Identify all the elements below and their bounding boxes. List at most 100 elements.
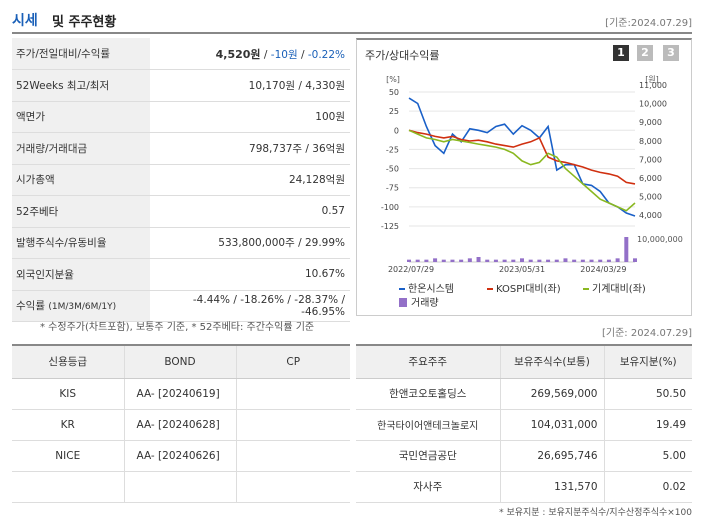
bond-cell: AA- [20240626] bbox=[123, 440, 236, 472]
separator: / bbox=[300, 48, 305, 61]
x-axis: 2022/07/29 2023/05/31 2024/03/29 bbox=[388, 265, 626, 274]
holder-shares: 26,695,746 bbox=[499, 440, 604, 472]
right-tick-label: 6,000 bbox=[639, 174, 662, 183]
legend-swatch-2 bbox=[487, 288, 493, 290]
right-tick-label: 10,000 bbox=[639, 100, 667, 109]
right-tick-label: 11,000 bbox=[639, 81, 667, 90]
volume-bar bbox=[537, 259, 542, 262]
column-header: 신용등급 bbox=[12, 345, 124, 379]
volume-bar bbox=[546, 259, 551, 262]
credit-table: 신용등급 BOND CP KIS AA- [20240619] KR AA- [20… bbox=[12, 344, 350, 503]
table-row: KR AA- [20240628] bbox=[12, 409, 350, 441]
volume-bar bbox=[624, 237, 629, 262]
returns-label: 수익률 bbox=[16, 300, 45, 313]
holder-name: 한앤코오토홀딩스 bbox=[356, 378, 500, 410]
left-tick-label: -75 bbox=[386, 184, 399, 193]
x-tick-label: 2022/07/29 bbox=[388, 265, 434, 274]
stat-value: 533,800,000주 / 29.99% bbox=[150, 227, 350, 259]
chart-button-1[interactable]: 1 bbox=[613, 45, 629, 61]
chart-button-3[interactable]: 3 bbox=[663, 45, 679, 61]
volume-bar bbox=[502, 259, 507, 262]
left-unit: [%] bbox=[386, 75, 400, 84]
asof-date-2: [기준: 2024.07.29] bbox=[601, 328, 692, 339]
volume-bar bbox=[606, 259, 611, 262]
stat-value: 4,520원 / -10원 / -0.22% bbox=[150, 38, 350, 70]
stat-label: 발행주식수/유동비율 bbox=[12, 227, 150, 259]
left-tick-label: 50 bbox=[389, 88, 399, 97]
volume-bar bbox=[520, 258, 524, 262]
table-row: 한국타이어앤테크놀로지 104,031,000 19.49 bbox=[356, 409, 692, 441]
volume-bar bbox=[424, 259, 429, 262]
agency-cell: KR bbox=[12, 409, 124, 441]
right-tick-label: 9,000 bbox=[639, 118, 662, 127]
bond-cell bbox=[123, 471, 236, 503]
series-line-3 bbox=[408, 129, 636, 212]
agency-cell bbox=[12, 471, 124, 503]
bond-cell: AA- [20240628] bbox=[123, 409, 236, 441]
holder-pct: 5.00 bbox=[603, 440, 692, 472]
stat-value: -4.44% / -18.26% / -28.37% / -46.95% bbox=[150, 290, 350, 322]
left-tick-label: -25 bbox=[386, 145, 399, 154]
holder-shares: 131,570 bbox=[499, 471, 604, 503]
table-row: 외국인지분율 10.67% bbox=[12, 258, 350, 291]
volume-bar bbox=[415, 259, 420, 262]
agency-cell: NICE bbox=[12, 440, 124, 472]
stat-label: 수익률 (1M/3M/6M/1Y) bbox=[12, 290, 150, 322]
volume-bar bbox=[572, 259, 577, 262]
table-row bbox=[12, 471, 350, 503]
current-price: 4,520원 bbox=[215, 47, 261, 61]
separator: / bbox=[263, 48, 268, 61]
section-subtitle: 및 주주현황 bbox=[52, 15, 117, 30]
table-header: 주요주주 보유주식수(보통) 보유지분(%) bbox=[356, 345, 692, 379]
series-lines bbox=[408, 97, 636, 217]
volume-bars bbox=[407, 237, 637, 263]
price-rate: -0.22% bbox=[307, 48, 345, 61]
asof-date: [기준:2024.07.29] bbox=[605, 18, 692, 29]
legend-swatch-4 bbox=[399, 298, 407, 307]
cp-cell bbox=[235, 378, 350, 410]
legend-swatch-1 bbox=[399, 288, 405, 290]
column-header: 보유지분(%) bbox=[603, 345, 692, 379]
stats-table: 주가/전일대비/수익률 4,520원 / -10원 / -0.22% 52Wee… bbox=[12, 38, 350, 322]
holder-pct: 0.02 bbox=[603, 471, 692, 503]
left-tick-label: 25 bbox=[389, 107, 399, 116]
stat-label: 52주베타 bbox=[12, 195, 150, 228]
holder-name: 자사주 bbox=[356, 471, 500, 503]
left-tick-label: -125 bbox=[381, 222, 399, 231]
stat-label: 외국인지분율 bbox=[12, 258, 150, 291]
chart-title: 주가/상대수익률 bbox=[365, 49, 440, 62]
series-line-2 bbox=[408, 129, 636, 185]
right-unit: [원] bbox=[645, 75, 659, 84]
chart-grid bbox=[409, 91, 635, 227]
returns-period: (1M/3M/6M/1Y) bbox=[48, 302, 117, 313]
table-row: 수익률 (1M/3M/6M/1Y) -4.44% / -18.26% / -28… bbox=[12, 290, 350, 322]
right-axis: 11,000 10,000 9,000 8,000 7,000 6,000 5,000 4,0… bbox=[639, 81, 667, 220]
cp-cell bbox=[235, 471, 350, 503]
cp-cell bbox=[235, 440, 350, 472]
right-tick-label: 7,000 bbox=[639, 155, 662, 164]
price-chart: [%] [원] 50 25 0 -25 -50 -75 -100 -125 11,000 10,… bbox=[381, 75, 683, 309]
volume-bar bbox=[615, 258, 620, 262]
left-tick-label: 0 bbox=[394, 126, 399, 135]
table-row: 시가총액 24,128억원 bbox=[12, 164, 350, 196]
column-header: 주요주주 bbox=[356, 345, 500, 379]
volume-bar bbox=[580, 259, 585, 262]
table-row: 한앤코오토홀딩스 269,569,000 50.50 bbox=[356, 378, 692, 410]
left-tick-label: -50 bbox=[386, 165, 399, 174]
table-row: KIS AA- [20240619] bbox=[12, 378, 350, 410]
stat-value: 798,737주 / 36억원 bbox=[150, 132, 350, 165]
footnote: * 수정주가(차트포함), 보통주 기준, * 52주베타: 주간수익률 기준 bbox=[40, 322, 315, 333]
table-row: 52Weeks 최고/최저 10,170원 / 4,330원 bbox=[12, 69, 350, 102]
chart-button-2[interactable]: 2 bbox=[637, 45, 653, 61]
table-header: 신용등급 BOND CP bbox=[12, 345, 350, 379]
left-tick-label: -100 bbox=[381, 203, 399, 212]
volume-bar bbox=[493, 259, 498, 262]
volume-bar bbox=[528, 259, 533, 262]
stat-value: 24,128억원 bbox=[150, 164, 350, 196]
stat-value: 0.57 bbox=[150, 195, 350, 228]
footnote-2: * 보유지분 : 보유지분주식수/지수산정주식수×100 bbox=[499, 508, 692, 518]
right-tick-label: 5,000 bbox=[639, 193, 662, 202]
table-row: 국민연금공단 26,695,746 5.00 bbox=[356, 440, 692, 472]
agency-cell: KIS bbox=[12, 378, 124, 410]
legend: 한온시스템 KOSPI대비(좌) 기계대비(좌) 거래량 bbox=[399, 283, 646, 309]
